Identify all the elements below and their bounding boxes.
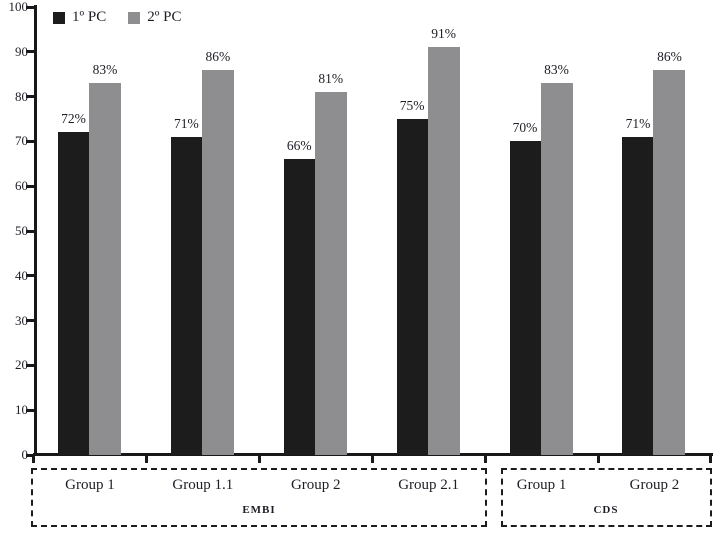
x-boundary-tick: [32, 455, 35, 463]
category-label: Group 2: [290, 477, 341, 493]
bar-value-label: 81%: [318, 71, 344, 87]
x-axis-line: [33, 453, 713, 456]
bar-value-label: 83%: [92, 62, 118, 78]
section-box-cds: [501, 468, 712, 527]
y-tick-label: 40: [15, 267, 28, 283]
bar-value-label: 86%: [205, 48, 231, 64]
section-label-embi: EMBI: [242, 504, 276, 516]
bar-value-label: 72%: [61, 111, 86, 127]
bar-1pc: [622, 136, 654, 455]
category-label: Group 2: [629, 477, 680, 493]
x-boundary-tick: [257, 455, 261, 463]
y-tick: [26, 139, 35, 143]
y-tick-label: 30: [15, 312, 28, 328]
bar-2pc: [88, 83, 121, 455]
x-boundary-tick: [709, 455, 713, 463]
bar-value-label: 75%: [399, 98, 425, 113]
y-tick-label: 70: [15, 133, 28, 149]
legend-swatch-1pc: [53, 11, 65, 24]
y-tick-label: 0: [21, 447, 29, 462]
bar-value-label: 70%: [512, 120, 538, 136]
legend-label-2pc: 2º PC: [147, 9, 182, 25]
y-tick: [26, 453, 35, 457]
y-tick: [26, 408, 35, 412]
y-tick: [26, 5, 35, 9]
legend-swatch-2pc: [128, 11, 141, 24]
bar-1pc: [170, 136, 202, 455]
x-boundary-tick: [144, 455, 148, 463]
y-tick: [26, 319, 35, 323]
bar-value-label: 86%: [657, 48, 682, 64]
section-box-embi: [31, 468, 487, 527]
y-tick-label: 20: [15, 357, 28, 373]
y-tick: [26, 363, 35, 367]
legend-label-1pc: 1º PC: [72, 9, 107, 25]
category-label: Group 1.1: [172, 477, 234, 493]
x-boundary-tick: [596, 455, 600, 463]
bar-value-label: 91%: [431, 26, 457, 42]
bar-value-label: 71%: [625, 115, 651, 131]
y-tick-label: 50: [15, 223, 28, 238]
bar-1pc: [283, 159, 315, 455]
y-tick: [26, 229, 35, 233]
bar-value-label: 71%: [173, 115, 199, 131]
y-tick-label: 80: [15, 88, 28, 104]
bar-value-label: 83%: [544, 62, 569, 78]
bar-1pc: [509, 141, 541, 455]
bar-1pc: [57, 132, 89, 455]
y-tick-label: 100: [8, 0, 29, 14]
category-label: Group 1: [65, 477, 115, 493]
y-tick-label: 60: [15, 178, 28, 194]
legend: 1º PC 2º PC: [53, 9, 204, 26]
bar-2pc: [314, 92, 347, 455]
x-boundary-tick: [483, 455, 487, 463]
bar-2pc: [540, 83, 573, 455]
y-tick-label: 90: [15, 43, 28, 59]
y-tick: [26, 95, 35, 99]
y-tick: [26, 274, 35, 278]
x-boundary-tick: [370, 455, 374, 463]
y-axis-line: [34, 5, 37, 456]
bar-2pc: [201, 69, 234, 455]
bar-value-label: 66%: [286, 138, 312, 154]
y-tick-label: 10: [15, 402, 28, 418]
category-label: Group 1: [516, 477, 567, 493]
category-label: Group 2.1: [398, 477, 460, 493]
y-tick: [26, 184, 35, 188]
section-label-cds: CDS: [593, 504, 619, 516]
bar-1pc: [396, 119, 428, 455]
bar-2pc: [427, 47, 460, 455]
bar-2pc: [653, 69, 686, 455]
y-tick: [26, 50, 35, 54]
